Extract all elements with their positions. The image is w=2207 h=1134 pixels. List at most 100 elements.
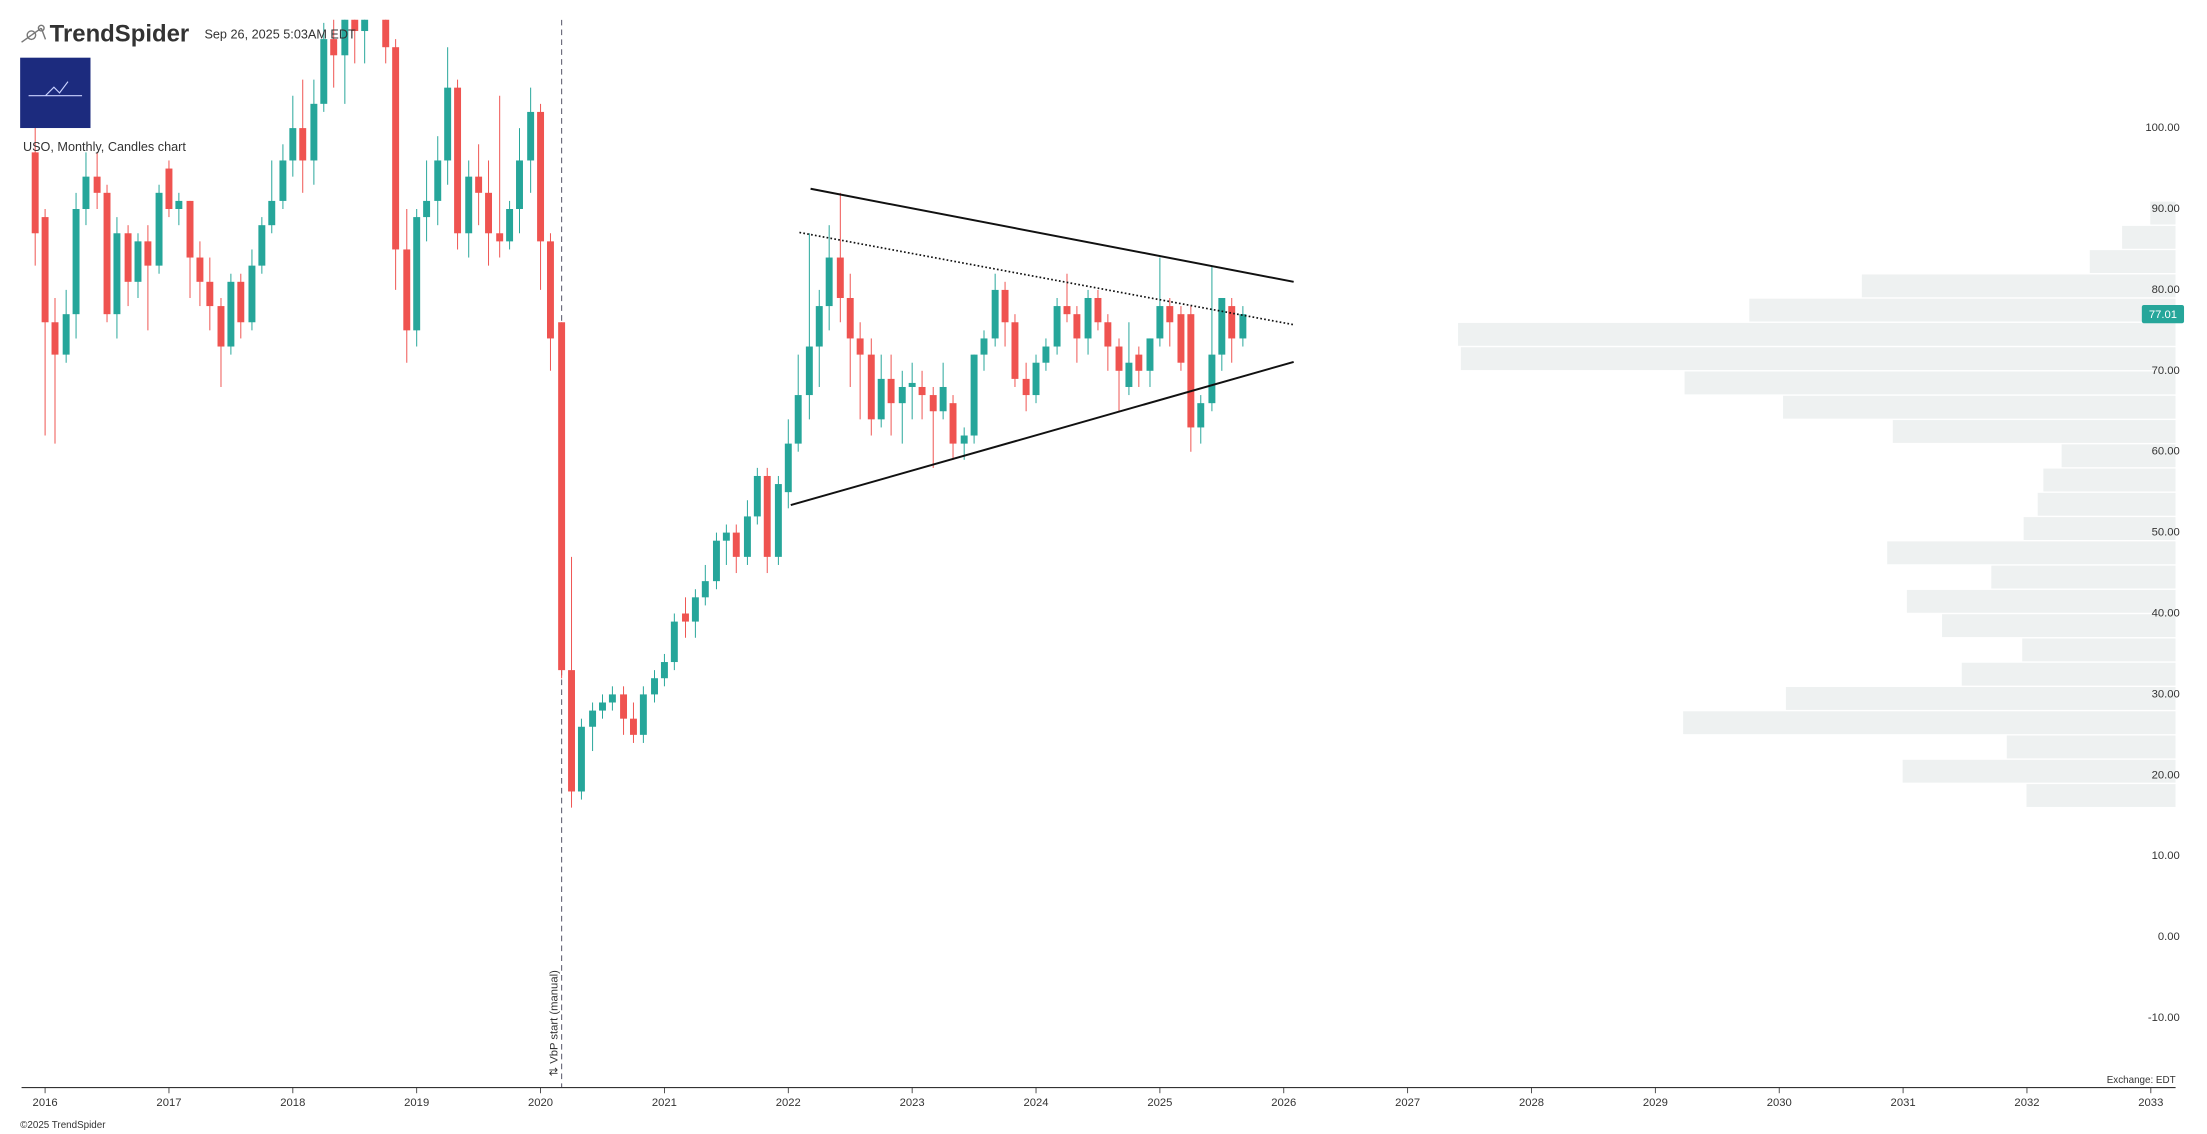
candle-body: [639, 694, 647, 735]
candle-body: [1135, 354, 1143, 371]
volume-profile-bar: [1887, 541, 2176, 565]
copyright: ©2025 TrendSpider: [20, 1120, 106, 1131]
candle-body: [330, 39, 338, 56]
candle-body: [41, 217, 49, 323]
volume-profile-bar: [2061, 444, 2176, 468]
candle-body: [608, 694, 616, 703]
candle-body: [444, 87, 452, 161]
candle-body: [763, 475, 771, 557]
candle-body: [1063, 306, 1071, 315]
chart-label: USO, Monthly, Candles chart: [23, 140, 186, 154]
volume-profile-bar: [1861, 274, 2176, 298]
y-tick-label: 60.00: [2152, 446, 2180, 458]
candle-body: [351, 19, 359, 32]
candle-body: [341, 19, 349, 56]
volume-profile-bar: [1460, 347, 2176, 371]
candle-body: [784, 443, 792, 493]
candle-body: [558, 322, 566, 671]
candle-body: [682, 613, 689, 622]
candle-body: [144, 241, 152, 266]
candle-body: [196, 257, 204, 282]
candle-body: [1022, 378, 1030, 396]
x-tick-label: 2032: [2014, 1097, 2039, 1109]
candle-body: [361, 19, 369, 32]
candle-body: [403, 249, 411, 331]
candle-body: [620, 694, 628, 719]
exchange: Exchange: EDT: [2107, 1075, 2176, 1086]
candle-body: [908, 382, 916, 387]
candle-body: [651, 678, 658, 695]
candle-body: [712, 540, 720, 582]
candle-body: [825, 257, 833, 307]
candle-body: [1115, 346, 1123, 371]
x-tick-label: 2021: [652, 1097, 677, 1109]
candle-body: [877, 378, 885, 420]
volume-profile-bar: [1749, 298, 2176, 322]
last-price-label: 77.01: [2149, 309, 2177, 321]
candle-body: [546, 241, 554, 339]
candle-body: [299, 128, 307, 161]
x-tick-label: 2024: [1024, 1097, 1049, 1109]
trendline: [790, 360, 1294, 507]
plot-area: [31, 19, 2176, 1088]
candle-body: [113, 233, 121, 315]
candle-body: [743, 516, 751, 557]
candle-body: [805, 346, 813, 396]
candle-body: [506, 209, 514, 242]
volume-profile-bar: [1902, 759, 2176, 783]
candle-body: [186, 200, 194, 258]
candle-body: [413, 217, 421, 331]
x-tick-label: 2029: [1643, 1097, 1668, 1109]
candle-body: [856, 338, 864, 355]
brand: TrendSpider: [50, 20, 189, 47]
volume-profile-bar: [2122, 225, 2176, 249]
candle-body: [175, 200, 183, 210]
y-tick-label: 50.00: [2152, 527, 2180, 539]
candle-body: [1032, 362, 1040, 396]
candle-body: [279, 160, 287, 201]
candle-body: [991, 289, 999, 339]
volume-profile-bar: [2026, 784, 2176, 807]
candle-body: [165, 168, 173, 210]
y-tick-label: 10.00: [2152, 850, 2180, 862]
candle-body: [1053, 306, 1061, 347]
candle-body: [670, 621, 678, 663]
x-tick-label: 2018: [280, 1097, 305, 1109]
candle-body: [1146, 338, 1154, 371]
volume-profile-bar: [1783, 395, 2176, 419]
x-tick-label: 2030: [1767, 1097, 1792, 1109]
candle-body: [815, 306, 823, 347]
candle-body: [660, 662, 668, 679]
y-tick-label: 80.00: [2152, 284, 2180, 296]
candle-body: [93, 176, 101, 193]
candle-body: [691, 597, 699, 622]
candle-body: [31, 152, 39, 234]
x-tick-label: 2031: [1891, 1097, 1916, 1109]
x-tick-label: 2022: [776, 1097, 801, 1109]
candle-body: [577, 726, 585, 792]
candle-body: [1104, 322, 1112, 347]
candle-body: [970, 354, 978, 436]
axes: 2016 2017 2018 2019 2020 2021 2022 2023 2024 2025…: [21, 122, 2185, 1109]
volume-profile-bar: [1991, 565, 2176, 589]
candle-body: [980, 338, 988, 355]
candle-body: [248, 265, 256, 323]
candle-body: [918, 386, 926, 396]
volume-profile-bar: [2150, 201, 2176, 225]
candle-body: [1197, 403, 1205, 428]
candle-body: [155, 192, 163, 266]
y-tick-label: 70.00: [2152, 365, 2180, 377]
candle-body: [836, 257, 844, 298]
volume-profile-bar: [1684, 371, 2176, 395]
vbp-start-label: ⇅ VbP start (manual): [549, 970, 561, 1076]
y-tick-label: -10.00: [2148, 1012, 2180, 1024]
candle-body: [1156, 306, 1164, 339]
symbol-logo: [20, 57, 91, 129]
x-tick-label: 2020: [528, 1097, 553, 1109]
candle-body: [465, 176, 473, 234]
candle-body: [423, 200, 431, 218]
candle-body: [867, 354, 875, 420]
x-tick-label: 2028: [1519, 1097, 1544, 1109]
y-tick-label: 0.00: [2158, 931, 2180, 943]
